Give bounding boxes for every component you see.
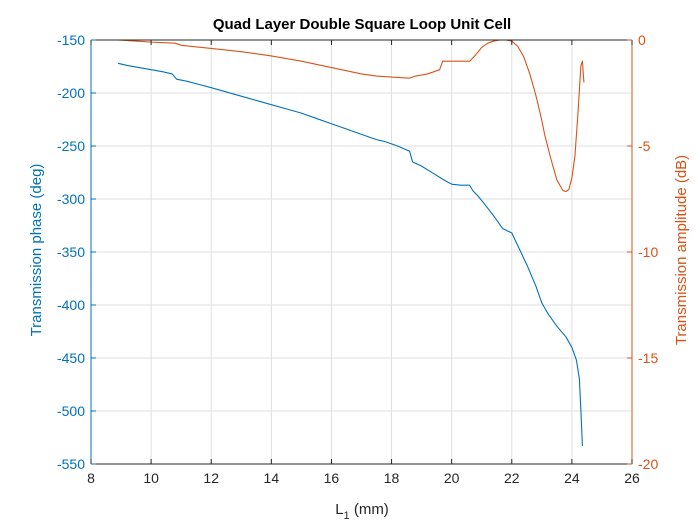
tick-labels: 8 10 12 14 16 18 20 22 24 26-150-200-250-300-350-… [57, 32, 658, 486]
x-tick-label: 8 [87, 470, 95, 486]
y-left-tick-label: -550 [57, 456, 85, 472]
plot-series [117, 39, 585, 447]
x-axis-label-unit: (mm) [350, 501, 389, 518]
grid-lines [90, 39, 633, 465]
x-axis-label-main: L [335, 501, 343, 518]
x-axis-label-subscript: 1 [344, 510, 350, 522]
y-axis-left-label: Transmission phase (deg) [28, 164, 45, 337]
x-tick-label: 18 [384, 470, 400, 486]
axes [90, 39, 633, 465]
y-left-tick-label: -300 [57, 191, 85, 207]
x-tick-label: 12 [203, 470, 219, 486]
y-right-tick-label: -15 [638, 350, 658, 366]
series-line-phase [117, 62, 583, 447]
x-axis-label: L1 (mm) [335, 501, 389, 522]
x-tick-label: 24 [564, 470, 580, 486]
x-tick-label: 20 [444, 470, 460, 486]
x-tick-label: 10 [143, 470, 159, 486]
y-left-tick-label: -450 [57, 350, 85, 366]
x-tick-label: 14 [264, 470, 280, 486]
y-axis-right-label: Transmission amplitude (dB) [673, 155, 690, 345]
y-right-tick-label: 0 [638, 32, 646, 48]
x-tick-label: 16 [324, 470, 340, 486]
x-tick-label: 26 [624, 470, 640, 486]
y-right-tick-label: -5 [638, 138, 651, 154]
y-left-tick-label: -200 [57, 85, 85, 101]
y-left-tick-label: -350 [57, 244, 85, 260]
y-right-tick-label: -10 [638, 244, 658, 260]
y-right-tick-label: -20 [638, 456, 658, 472]
series-line-amplitude [118, 39, 585, 193]
y-left-tick-label: -250 [57, 138, 85, 154]
x-tick-label: 22 [504, 470, 520, 486]
y-left-tick-label: -150 [57, 32, 85, 48]
chart-title: Quad Layer Double Square Loop Unit Cell [213, 16, 511, 33]
y-left-tick-label: -500 [57, 403, 85, 419]
y-left-tick-label: -400 [57, 297, 85, 313]
